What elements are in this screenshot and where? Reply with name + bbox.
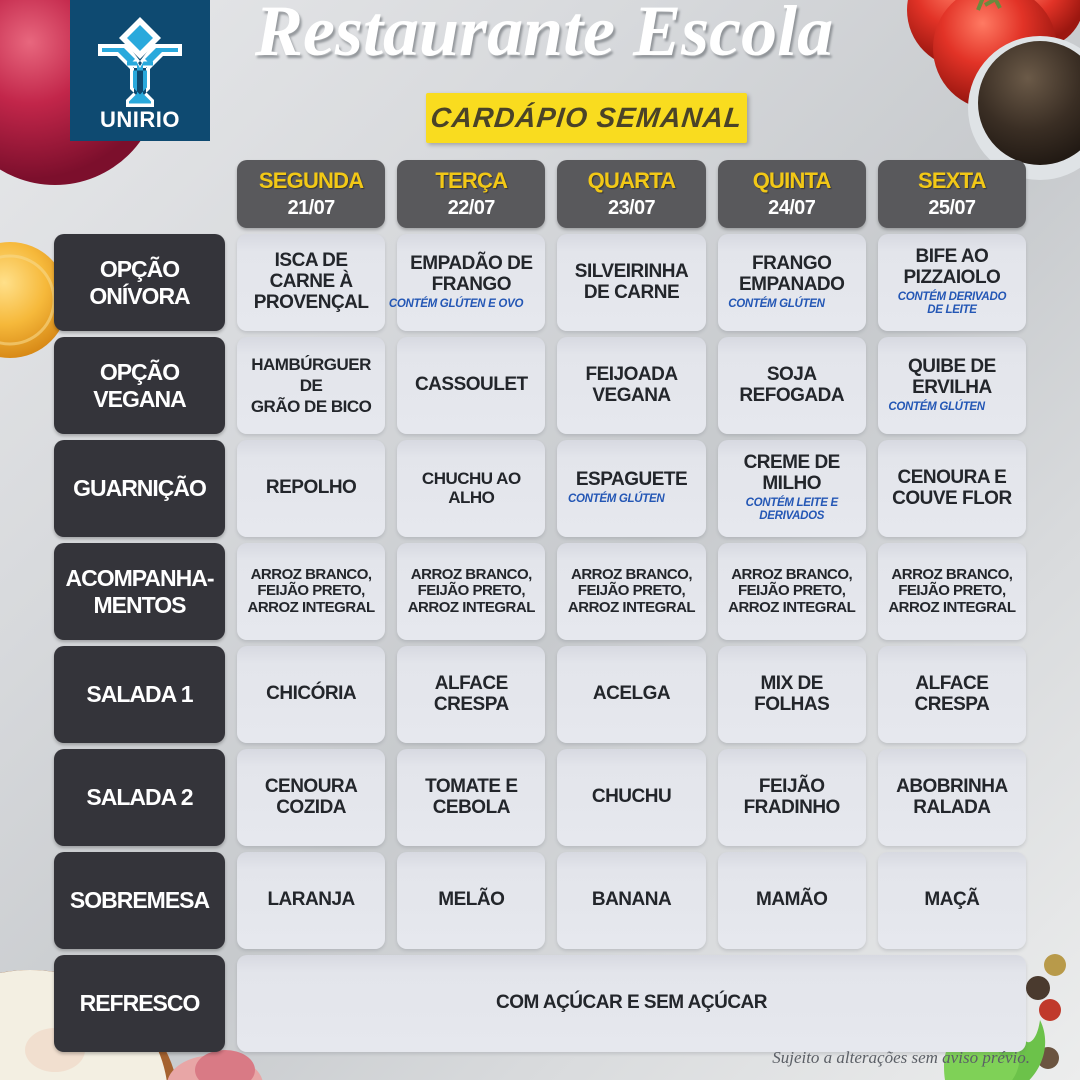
svg-text:UNIRIO: UNIRIO	[100, 107, 180, 132]
